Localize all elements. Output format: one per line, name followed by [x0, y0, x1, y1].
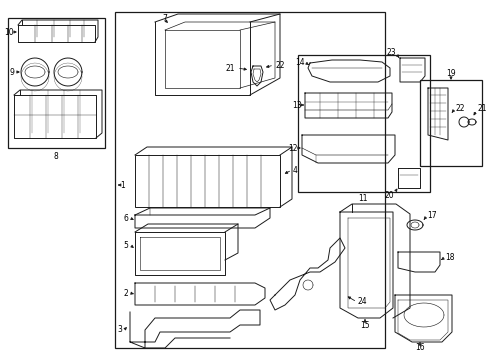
Text: 21: 21 — [225, 63, 235, 72]
Text: 19: 19 — [446, 68, 456, 77]
Text: 10: 10 — [4, 27, 14, 36]
Text: 22: 22 — [455, 104, 465, 113]
Text: 9: 9 — [9, 68, 14, 77]
Text: 13: 13 — [293, 100, 302, 109]
Text: 22: 22 — [275, 60, 285, 69]
Bar — [8, 18, 105, 148]
Text: 16: 16 — [415, 343, 425, 352]
Text: 24: 24 — [358, 297, 368, 306]
Text: 23: 23 — [387, 48, 396, 57]
Text: 3: 3 — [117, 325, 122, 334]
Text: 15: 15 — [360, 320, 370, 329]
Text: 4: 4 — [293, 166, 298, 175]
Text: 18: 18 — [445, 253, 455, 262]
Bar — [135, 155, 280, 207]
Text: 1: 1 — [120, 180, 125, 189]
Text: 12: 12 — [289, 144, 298, 153]
Text: 21: 21 — [478, 104, 488, 113]
Bar — [298, 55, 430, 192]
Text: 6: 6 — [123, 213, 128, 222]
Text: 17: 17 — [427, 211, 437, 220]
Text: 5: 5 — [123, 240, 128, 249]
Text: 20: 20 — [384, 190, 394, 199]
Text: 14: 14 — [295, 58, 305, 67]
Text: 11: 11 — [358, 194, 368, 202]
Text: 8: 8 — [53, 152, 58, 161]
Bar — [420, 80, 482, 166]
Text: 2: 2 — [123, 288, 128, 297]
Bar — [115, 12, 385, 348]
Text: 7: 7 — [163, 14, 168, 23]
